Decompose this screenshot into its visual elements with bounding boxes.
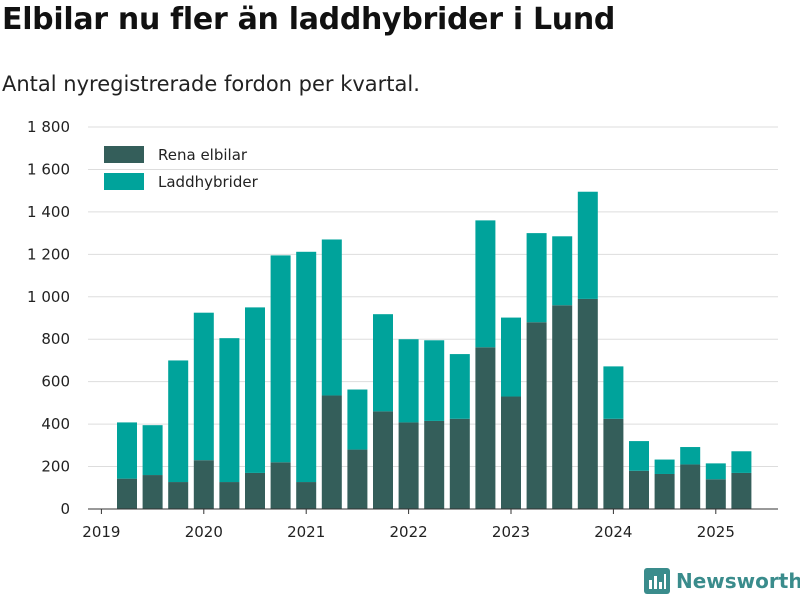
bar-laddhybrider	[424, 340, 445, 421]
bar-rena-elbilar	[168, 482, 189, 509]
bar-laddhybrider	[629, 441, 649, 471]
bar-laddhybrider	[449, 354, 470, 419]
bar-laddhybrider	[501, 317, 521, 397]
legend-swatch-rena-elbilar	[104, 146, 144, 163]
legend-label-rena-elbilar: Rena elbilar	[158, 146, 248, 164]
bar-rena-elbilar	[680, 464, 701, 509]
x-tick-label: 2019	[82, 523, 120, 541]
bar-laddhybrider	[526, 233, 547, 323]
bar-laddhybrider	[296, 251, 317, 483]
x-tick-label: 2023	[492, 523, 530, 541]
bar-rena-elbilar	[347, 449, 368, 509]
bar-laddhybrider	[245, 307, 265, 473]
bar-rena-elbilar	[501, 396, 521, 509]
bar-laddhybrider	[373, 314, 393, 412]
bar-rena-elbilar	[629, 470, 649, 509]
y-tick-label: 1 800	[27, 118, 70, 136]
bar-laddhybrider	[654, 459, 675, 474]
bar-laddhybrider	[117, 422, 137, 479]
bar-rena-elbilar	[705, 479, 726, 509]
x-tick-label: 2020	[185, 523, 223, 541]
x-tick-label: 2021	[287, 523, 325, 541]
bar-rena-elbilar	[373, 411, 393, 509]
bar-rena-elbilar	[245, 472, 265, 509]
bar-laddhybrider	[142, 425, 163, 476]
bar-rena-elbilar	[219, 482, 240, 509]
bar-chart-logo-icon	[644, 568, 670, 594]
x-tick-label: 2022	[390, 523, 428, 541]
bar-laddhybrider	[603, 366, 624, 419]
bar-laddhybrider	[398, 339, 419, 423]
y-tick-label: 0	[60, 500, 70, 518]
bar-rena-elbilar	[552, 305, 573, 509]
bar-rena-elbilar	[603, 418, 624, 509]
bar-laddhybrider	[552, 236, 573, 306]
bar-laddhybrider	[168, 360, 189, 483]
x-tick-label: 2025	[697, 523, 735, 541]
bar-rena-elbilar	[321, 395, 342, 509]
bar-laddhybrider	[705, 463, 726, 480]
bar-laddhybrider	[731, 451, 752, 473]
bar-rena-elbilar	[142, 475, 163, 509]
bar-rena-elbilar	[449, 418, 470, 509]
bar-laddhybrider	[219, 338, 240, 483]
x-tick-label: 2024	[594, 523, 632, 541]
y-axis-tick-labels: 0 200 400 600 800 1 000 1 200 1 400 1 600 1 800	[27, 118, 70, 518]
bar-laddhybrider	[680, 447, 701, 465]
legend-label-laddhybrider: Laddhybrider	[158, 173, 259, 191]
bars	[117, 191, 752, 509]
y-tick-label: 1 600	[27, 160, 70, 178]
x-axis	[88, 508, 778, 514]
bar-laddhybrider	[270, 255, 291, 463]
bar-rena-elbilar	[475, 347, 496, 509]
bar-rena-elbilar	[731, 472, 752, 509]
bar-rena-elbilar	[424, 420, 445, 509]
bar-laddhybrider	[475, 220, 496, 348]
y-tick-label: 600	[41, 373, 70, 391]
y-tick-label: 1 000	[27, 288, 70, 306]
y-tick-label: 1 400	[27, 203, 70, 221]
legend-swatch-laddhybrider	[104, 173, 144, 190]
chart-title: Elbilar nu fler än laddhybrider i Lund	[2, 2, 616, 37]
bar-rena-elbilar	[270, 462, 291, 509]
y-tick-label: 800	[41, 330, 70, 348]
y-tick-label: 400	[41, 415, 70, 433]
bar-rena-elbilar	[296, 482, 317, 509]
chart-subtitle: Antal nyregistrerade fordon per kvartal.	[2, 72, 420, 96]
bar-rena-elbilar	[654, 473, 675, 509]
bar-laddhybrider	[321, 239, 342, 396]
bar-laddhybrider	[193, 312, 214, 461]
bar-rena-elbilar	[193, 460, 214, 509]
bar-rena-elbilar	[577, 298, 598, 509]
bar-rena-elbilar	[526, 322, 547, 509]
bar-rena-elbilar	[117, 478, 137, 509]
brand-name: Newsworthy	[676, 569, 800, 593]
x-axis-tick-labels: 2019 2020 2021 2022 2023 2024 2025	[82, 523, 735, 541]
bar-laddhybrider	[577, 191, 598, 299]
y-tick-label: 1 200	[27, 245, 70, 263]
bar-laddhybrider	[347, 389, 368, 450]
newsworthy-brand: Newsworthy	[644, 568, 800, 594]
y-tick-label: 200	[41, 458, 70, 476]
bar-rena-elbilar	[398, 422, 419, 509]
legend: Rena elbilar Laddhybrider	[104, 146, 259, 191]
